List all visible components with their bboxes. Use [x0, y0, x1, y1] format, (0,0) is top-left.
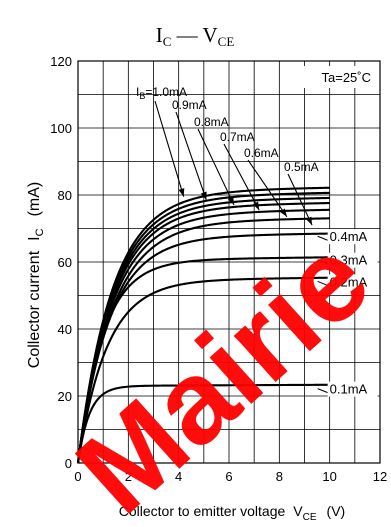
label-leader	[317, 235, 328, 241]
x-tick-label: 10	[322, 469, 336, 484]
x-axis-sub: CE	[303, 512, 317, 523]
series-label-0.2mA: 0.2mA	[330, 274, 368, 289]
plot-frame	[77, 60, 381, 464]
arrow-0.5mA	[287, 173, 313, 226]
y-tick-label: 80	[58, 188, 72, 203]
series-curve-0.1mA	[76, 383, 330, 464]
curves	[76, 186, 330, 464]
x-tick-label: 12	[373, 469, 387, 484]
y-tick-label: 40	[58, 322, 72, 337]
x-axis-unit: (V)	[327, 503, 346, 519]
y-tick-label: 100	[50, 121, 72, 136]
y-tick-label: 0	[65, 456, 72, 471]
arrow-0.9mA	[175, 111, 207, 201]
label-leader	[317, 259, 328, 265]
arrow-0.5mA-head	[305, 216, 313, 226]
series-label-0.8mA: 0.8mA	[194, 115, 229, 129]
y-tick-label: 120	[50, 54, 72, 69]
plot-border	[77, 60, 381, 464]
x-tick-label: 2	[125, 469, 132, 484]
arrow-0.6mA	[247, 159, 288, 218]
series-curve-0.6mA	[76, 208, 330, 464]
y-tick-label: 20	[58, 389, 72, 404]
label-bg	[327, 229, 378, 245]
label-leader	[317, 280, 328, 286]
series-curve-0.2mA	[76, 276, 330, 464]
series-label-0.7mA: 0.7mA	[220, 130, 255, 144]
grid	[78, 61, 380, 463]
arrow-1.0mA	[154, 100, 185, 197]
annotation-box	[300, 66, 376, 88]
label-bg	[327, 252, 378, 268]
x-tick-label: 4	[175, 469, 182, 484]
y-axis-sub: C	[34, 228, 46, 236]
y-axis-label: Collector current IC (mA)	[26, 182, 46, 368]
series-label-0.6mA: 0.6mA	[244, 146, 279, 160]
arrow-0.6mA-head	[279, 208, 287, 217]
x-tick-label: 8	[276, 469, 283, 484]
arrow-0.7mA	[223, 143, 260, 211]
arrow-1.0mA-head	[178, 188, 185, 197]
y-tick-label: 60	[58, 255, 72, 270]
series-curve-0.7mA	[76, 201, 330, 464]
series-label-0.1mA: 0.1mA	[330, 382, 368, 397]
label-bg	[327, 381, 378, 397]
x-tick-label: 0	[74, 469, 81, 484]
arrow-0.8mA-head	[227, 196, 235, 206]
x-axis-label: Collector to emitter voltage VCE (V)	[119, 503, 345, 523]
series-label-0.4mA: 0.4mA	[330, 229, 368, 244]
title-mid: — V	[171, 23, 217, 47]
series-label-0.9mA: 0.9mA	[172, 98, 207, 112]
arrow-0.7mA-head	[252, 201, 260, 211]
series-curve-0.5mA	[76, 217, 330, 464]
series-curve-0.8mA	[76, 196, 330, 464]
series-label-1.0mA: IB=1.0mA	[136, 85, 187, 101]
annotation-text: Ta=25˚C	[322, 70, 372, 85]
x-axis-sym: V	[293, 503, 303, 519]
series-label-0.5mA: 0.5mA	[284, 160, 319, 174]
arrow-0.9mA-head	[200, 191, 207, 201]
x-tick-label: 6	[225, 469, 232, 484]
chart-title: IC — VCE	[156, 23, 235, 49]
y-axis-sym: I	[26, 236, 43, 240]
label-leader	[317, 388, 328, 394]
arrow-0.8mA	[197, 128, 235, 206]
series-curve-0.4mA	[76, 232, 330, 464]
series-labels: 0.4mA0.3mA0.2mA0.1mAIB=1.0mA0.9mA0.8mA0.…	[136, 85, 378, 397]
y-axis-label-text: Collector current	[26, 250, 43, 368]
label-bg	[327, 274, 378, 290]
series-label-0.3mA: 0.3mA	[330, 253, 368, 268]
x-axis-label-text: Collector to emitter voltage	[119, 503, 286, 519]
title-sub-ce: CE	[218, 34, 235, 49]
title-sub-c: C	[163, 34, 172, 49]
y-axis-unit: (mA)	[26, 182, 43, 217]
series-curve-0.9mA	[76, 191, 330, 464]
title-i: I	[156, 23, 163, 47]
